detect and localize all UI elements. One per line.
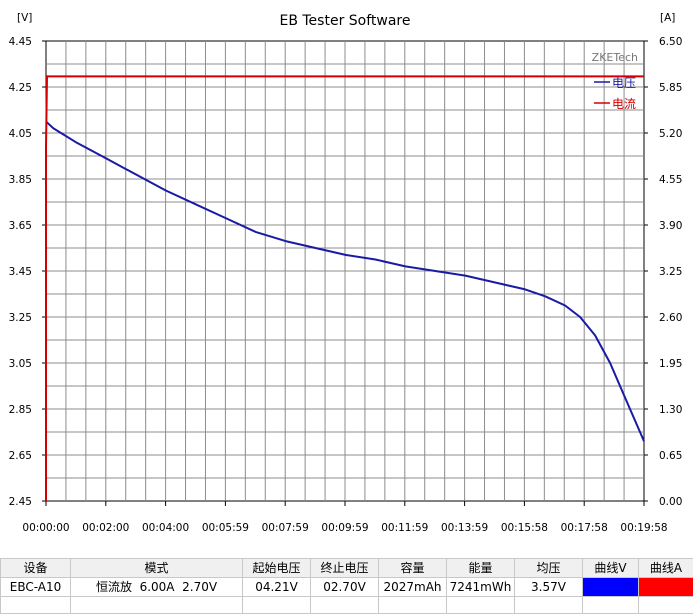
y-tick-label-right: 4.55 [659, 174, 682, 186]
y-tick-label-right: 5.85 [659, 82, 682, 94]
legend-label-voltage: 电压 [612, 76, 636, 90]
cell-mode: 恒流放 6.00A 2.70V [70, 577, 243, 597]
x-tick-label: 00:07:59 [262, 522, 309, 534]
y-tick-label-left: 2.65 [9, 450, 32, 462]
y-axis-unit-right: [A] [660, 12, 675, 24]
header-device: 设备 [0, 558, 71, 578]
table-header-row: 设备 模式 起始电压 终止电压 容量 能量 均压 曲线V 曲线A [0, 558, 693, 578]
chart: 4.45 4.25 4.05 3.85 3.65 3.45 3.25 3.05 2.85 2.65… [9, 12, 683, 534]
legend-label-current: 电流 [612, 97, 636, 111]
x-tick-label: 00:17:58 [561, 522, 608, 534]
cell-energy: 7241mWh [446, 577, 515, 597]
y-tick-label-left: 3.65 [9, 220, 32, 232]
header-curve-a: 曲线A [638, 558, 693, 578]
summary-table: 设备 模式 起始电压 终止电压 容量 能量 均压 曲线V 曲线A EBC-A10… [0, 558, 693, 614]
x-tick-label: 00:00:00 [22, 522, 69, 534]
cell-end-voltage: 02.70V [310, 577, 379, 597]
y-tick-label-right: 0.65 [659, 450, 682, 462]
y-tick-label-right: 1.30 [659, 404, 682, 416]
header-average-voltage: 均压 [514, 558, 583, 578]
table-row[interactable]: EBC-A10 恒流放 6.00A 2.70V 04.21V 02.70V 20… [0, 577, 693, 597]
y-tick-label-left: 3.05 [9, 358, 32, 370]
x-tick-label: 00:15:58 [501, 522, 548, 534]
y-tick-label-right: 6.50 [659, 36, 682, 48]
y-tick-label-left: 4.05 [9, 128, 32, 140]
y-tick-label-right: 3.90 [659, 220, 682, 232]
y-tick-label-left: 3.45 [9, 266, 32, 278]
cell-start-voltage: 04.21V [242, 577, 311, 597]
y-tick-label-right: 5.20 [659, 128, 682, 140]
header-capacity: 容量 [378, 558, 447, 578]
series-line-current [45, 75, 644, 501]
x-tick-label: 00:02:00 [82, 522, 129, 534]
y-tick-label-left: 3.25 [9, 312, 32, 324]
cell-average-voltage: 3.57V [514, 577, 583, 597]
watermark: ZKETech [592, 51, 638, 64]
y-tick-label-left: 2.85 [9, 404, 32, 416]
series-line-voltage [45, 120, 645, 442]
header-energy: 能量 [446, 558, 515, 578]
cell-curve-v[interactable] [582, 577, 639, 597]
cell-capacity: 2027mAh [378, 577, 447, 597]
table-row-empty [0, 596, 693, 614]
x-tick-label: 00:05:59 [202, 522, 249, 534]
x-tick-label: 00:04:00 [142, 522, 189, 534]
x-tick-label: 00:19:58 [620, 522, 667, 534]
y-tick-label-right: 0.00 [659, 496, 682, 508]
cell-curve-a[interactable] [638, 577, 693, 597]
y-tick-label-left: 4.45 [9, 36, 32, 48]
y-tick-label-left: 4.25 [9, 82, 32, 94]
cell-device: EBC-A10 [0, 577, 71, 597]
curve-a-color-swatch[interactable] [639, 578, 693, 596]
y-tick-label-left: 2.45 [9, 496, 32, 508]
x-tick-label: 00:11:59 [381, 522, 428, 534]
header-mode: 模式 [70, 558, 243, 578]
x-tick-label: 00:09:59 [321, 522, 368, 534]
header-end-voltage: 终止电压 [310, 558, 379, 578]
header-start-voltage: 起始电压 [242, 558, 311, 578]
y-tick-label-left: 3.85 [9, 174, 32, 186]
y-tick-label-right: 1.95 [659, 358, 682, 370]
y-axis-unit-left: [V] [17, 12, 32, 24]
x-tick-label: 00:13:59 [441, 522, 488, 534]
header-curve-v: 曲线V [582, 558, 639, 578]
curve-v-color-swatch[interactable] [583, 578, 638, 596]
y-tick-label-right: 3.25 [659, 266, 682, 278]
y-tick-label-right: 2.60 [659, 312, 682, 324]
chart-title: EB Tester Software [279, 13, 410, 29]
